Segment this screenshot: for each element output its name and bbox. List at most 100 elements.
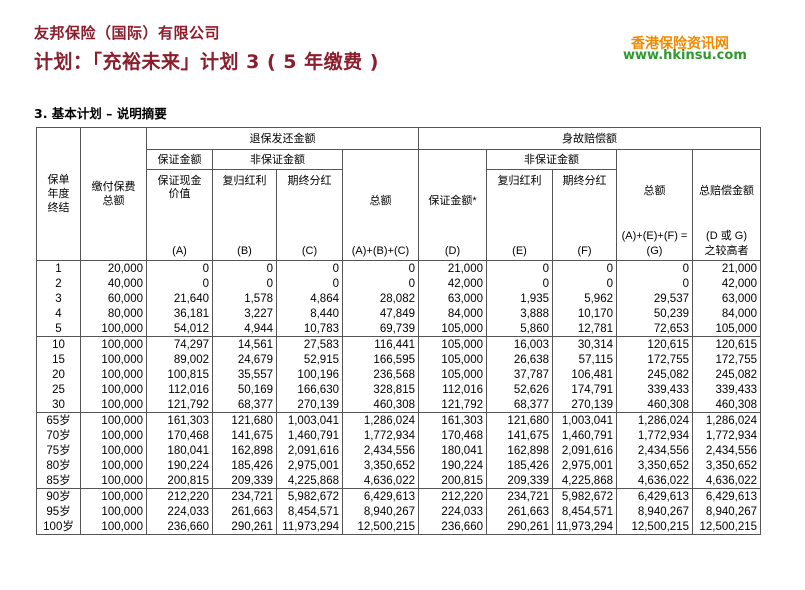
value-cell: 116,441 [342, 336, 419, 352]
value-cell: 12,500,215 [616, 519, 693, 535]
value-cell: 12,500,215 [342, 519, 419, 535]
value-cell: 162,898 [486, 443, 553, 458]
value-cell: 185,426 [486, 458, 553, 473]
value-cell: 105,000 [418, 321, 487, 337]
header-surrender-group: 退保发还金额 [146, 127, 419, 150]
value-cell: 161,303 [418, 412, 487, 428]
value-cell: 1,772,934 [616, 428, 693, 443]
value-cell: 57,115 [552, 352, 617, 367]
value-cell: 8,454,571 [276, 504, 343, 519]
value-cell: 100,000 [80, 428, 147, 443]
value-cell: 224,033 [418, 504, 487, 519]
table-row: 95岁 100,000 224,033 261,663 8,454,571 8,940,2… [36, 504, 762, 519]
value-cell: 0 [616, 276, 693, 291]
table-row: 5 100,000 54,012 4,944 10,783 69,739 105,000 5,… [36, 321, 762, 337]
value-cell: 328,815 [342, 382, 419, 397]
value-cell: 121,680 [486, 412, 553, 428]
value-cell: 29,537 [616, 291, 693, 306]
value-cell: 121,792 [146, 397, 213, 413]
value-cell: 54,012 [146, 321, 213, 337]
value-cell: 100,000 [80, 382, 147, 397]
value-cell: 0 [342, 276, 419, 291]
value-cell: 21,000 [418, 260, 487, 276]
value-cell: 68,377 [486, 397, 553, 413]
value-cell: 190,224 [146, 458, 213, 473]
table-row: 90岁 100,000 212,220 234,721 5,982,672 6,429,6… [36, 488, 762, 504]
value-cell: 2,975,001 [276, 458, 343, 473]
value-cell: 21,640 [146, 291, 213, 306]
policy-year-cell: 2 [36, 276, 81, 291]
value-cell: 6,429,613 [691, 488, 762, 504]
table-row: 30 100,000 121,792 68,377 270,139 460,308 121,… [36, 397, 762, 413]
table-row: 85岁 100,000 200,815 209,339 4,225,868 4,636,0… [36, 473, 762, 489]
value-cell: 6,429,613 [342, 488, 419, 504]
value-cell: 161,303 [146, 412, 213, 428]
value-cell: 245,082 [616, 367, 693, 382]
table-row: 25 100,000 112,016 50,169 166,630 328,815 112,… [36, 382, 762, 397]
header-reversionary-bonus: 复归红利 (B) [212, 169, 277, 261]
value-cell: 47,849 [342, 306, 419, 321]
value-cell: 0 [212, 260, 277, 276]
value-cell: 180,041 [146, 443, 213, 458]
value-cell: 1,460,791 [552, 428, 617, 443]
value-cell: 100,815 [146, 367, 213, 382]
value-cell: 4,636,022 [342, 473, 419, 489]
value-cell: 200,815 [146, 473, 213, 489]
table-row: 100岁 100,000 236,660 290,261 11,973,294 12,50… [36, 519, 762, 535]
value-cell: 5,982,672 [552, 488, 617, 504]
value-cell: 261,663 [212, 504, 277, 519]
value-cell: 460,308 [342, 397, 419, 413]
value-cell: 16,003 [486, 336, 553, 352]
value-cell: 224,033 [146, 504, 213, 519]
table-row: 10 100,000 74,297 14,561 27,583 116,441 105,00… [36, 336, 762, 352]
value-cell: 120,615 [616, 336, 693, 352]
value-cell: 63,000 [691, 291, 762, 306]
value-cell: 27,583 [276, 336, 343, 352]
value-cell: 28,082 [342, 291, 419, 306]
value-cell: 63,000 [418, 291, 487, 306]
value-cell: 162,898 [212, 443, 277, 458]
value-cell: 1,460,791 [276, 428, 343, 443]
section-title: 3. 基本计划 – 说明摘要 [34, 106, 167, 121]
value-cell: 68,377 [212, 397, 277, 413]
value-cell: 166,630 [276, 382, 343, 397]
value-cell: 4,225,868 [276, 473, 343, 489]
value-cell: 100,000 [80, 321, 147, 337]
value-cell: 2,091,616 [276, 443, 343, 458]
table-row: 65岁 100,000 161,303 121,680 1,003,041 1,286,0… [36, 412, 762, 428]
value-cell: 170,468 [418, 428, 487, 443]
value-cell: 1,578 [212, 291, 277, 306]
value-cell: 236,660 [418, 519, 487, 535]
value-cell: 100,000 [80, 519, 147, 535]
value-cell: 8,940,267 [342, 504, 419, 519]
policy-year-cell: 90岁 [36, 488, 81, 504]
value-cell: 261,663 [486, 504, 553, 519]
value-cell: 2,434,556 [691, 443, 762, 458]
value-cell: 1,003,041 [552, 412, 617, 428]
table-row: 15 100,000 89,002 24,679 52,915 166,595 105,00… [36, 352, 762, 367]
value-cell: 209,339 [486, 473, 553, 489]
value-cell: 100,000 [80, 443, 147, 458]
value-cell: 236,568 [342, 367, 419, 382]
value-cell: 5,860 [486, 321, 553, 337]
value-cell: 26,638 [486, 352, 553, 367]
value-cell: 35,557 [212, 367, 277, 382]
value-cell: 5,962 [552, 291, 617, 306]
header-total-surrender: 总额 (A)+(B)+(C) [342, 149, 419, 261]
watermark-cn: 香港保险资讯网 [631, 36, 729, 52]
policy-year-cell: 20 [36, 367, 81, 382]
value-cell: 105,000 [691, 321, 762, 337]
value-cell: 36,181 [146, 306, 213, 321]
header-terminal-bonus: 期终分红 (C) [276, 169, 343, 261]
policy-year-cell: 10 [36, 336, 81, 352]
value-cell: 339,433 [691, 382, 762, 397]
value-cell: 12,500,215 [691, 519, 762, 535]
value-cell: 290,261 [486, 519, 553, 535]
value-cell: 3,350,652 [342, 458, 419, 473]
header-death-reversionary-bonus: 复归红利 (E) [486, 169, 553, 261]
policy-year-cell: 30 [36, 397, 81, 413]
value-cell: 60,000 [80, 291, 147, 306]
value-cell: 100,000 [80, 336, 147, 352]
value-cell: 100,196 [276, 367, 343, 382]
value-cell: 84,000 [691, 306, 762, 321]
